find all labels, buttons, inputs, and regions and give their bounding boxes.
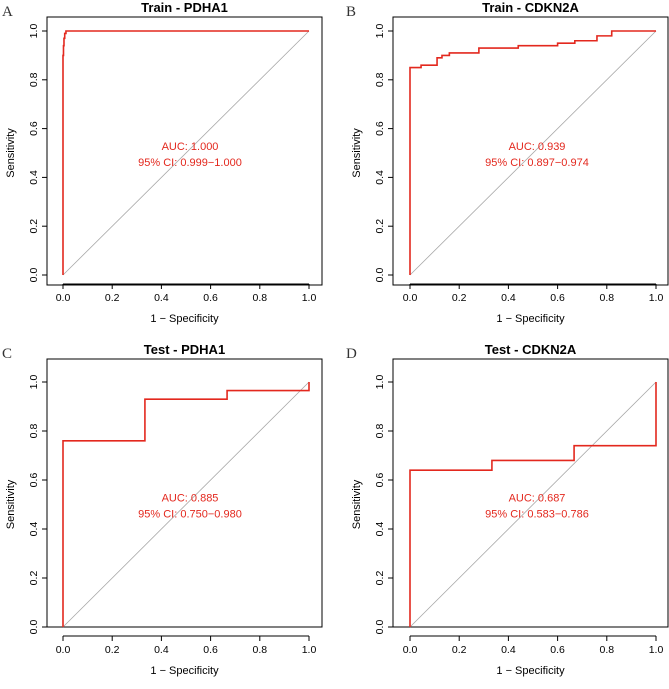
x-axis-label: 1 − Specificity xyxy=(496,313,565,325)
y-tick-label: 0.0 xyxy=(374,268,386,283)
roc-panel-b: B Train - CDKN2A 0.0 0.2 0.4 0.6 0.8 1.0 1 − Spe… xyxy=(346,0,669,325)
chart-title: Test - PDHA1 xyxy=(144,342,225,357)
auc-annotation: AUC: 0.885 xyxy=(162,493,219,505)
diagonal-reference-line xyxy=(62,381,310,628)
roc-panel-d: D Test - CDKN2A 0.0 0.2 0.4 0.6 0.8 1.0 1 − Spec… xyxy=(346,342,669,677)
diagonal-reference-line xyxy=(409,30,657,276)
y-tick-label: 0.4 xyxy=(374,170,386,185)
y-tick-label: 0.6 xyxy=(374,121,386,136)
ci-annotation: 95% CI: 0.999−1.000 xyxy=(138,157,242,169)
roc-curve xyxy=(409,382,657,627)
auc-annotation: AUC: 0.687 xyxy=(509,493,566,505)
x-tick-label: 0.0 xyxy=(56,292,71,304)
panel-letter: C xyxy=(2,346,12,362)
x-tick-label: 0.0 xyxy=(403,292,418,304)
x-tick-label: 0.4 xyxy=(154,644,169,656)
y-tick-label: 0.6 xyxy=(374,473,386,488)
chart-title: Train - PDHA1 xyxy=(141,0,228,15)
y-tick-label: 0.2 xyxy=(374,219,386,234)
y-tick-label: 0.2 xyxy=(28,219,40,234)
y-tick-label: 0.2 xyxy=(28,571,40,586)
x-axis-label: 1 − Specificity xyxy=(150,665,219,677)
panel-letter: A xyxy=(2,4,13,20)
ci-annotation: 95% CI: 0.583−0.786 xyxy=(485,509,589,521)
x-tick-label: 0.8 xyxy=(252,644,267,656)
y-tick-label: 0.8 xyxy=(28,424,40,439)
y-tick-label: 0.0 xyxy=(374,620,386,635)
x-tick-label: 1.0 xyxy=(649,644,664,656)
x-tick-label: 0.6 xyxy=(203,292,218,304)
x-tick-label: 0.4 xyxy=(501,644,516,656)
ci-annotation: 95% CI: 0.750−0.980 xyxy=(138,509,242,521)
chart-title: Test - CDKN2A xyxy=(485,342,577,357)
x-tick-label: 0.2 xyxy=(105,644,120,656)
roc-panel-c: C Test - PDHA1 0.0 0.2 0.4 0.6 0.8 1.0 1 − Speci… xyxy=(2,342,323,677)
auc-annotation: AUC: 0.939 xyxy=(509,141,566,153)
ci-annotation: 95% CI: 0.897−0.974 xyxy=(485,157,589,169)
roc-curve xyxy=(62,30,309,275)
y-tick-label: 0.4 xyxy=(28,522,40,537)
x-axis-label: 1 − Specificity xyxy=(150,313,219,325)
y-axis-label: Sensitivity xyxy=(5,128,17,178)
x-tick-label: 0.2 xyxy=(452,292,467,304)
y-tick-label: 0.8 xyxy=(374,72,386,87)
y-tick-label: 0.8 xyxy=(28,72,40,87)
y-tick-label: 0.0 xyxy=(28,268,40,283)
x-tick-label: 0.2 xyxy=(452,644,467,656)
y-tick-label: 1.0 xyxy=(374,375,386,390)
x-tick-label: 1.0 xyxy=(649,292,664,304)
y-tick-label: 1.0 xyxy=(374,24,386,39)
y-tick-label: 1.0 xyxy=(28,375,40,390)
y-tick-label: 0.4 xyxy=(28,170,40,185)
x-tick-label: 1.0 xyxy=(302,292,317,304)
x-tick-label: 0.2 xyxy=(105,292,120,304)
panel-letter: B xyxy=(346,4,356,20)
x-tick-label: 0.4 xyxy=(154,292,169,304)
x-tick-label: 1.0 xyxy=(302,644,317,656)
y-tick-label: 0.6 xyxy=(28,121,40,136)
diagonal-reference-line xyxy=(62,30,310,276)
y-tick-label: 0.8 xyxy=(374,424,386,439)
y-tick-label: 0.4 xyxy=(374,522,386,537)
y-tick-label: 0.2 xyxy=(374,571,386,586)
roc-curve xyxy=(62,382,310,627)
chart-title: Train - CDKN2A xyxy=(482,0,579,15)
y-tick-label: 1.0 xyxy=(28,24,40,39)
panel-letter: D xyxy=(346,346,357,362)
auc-annotation: AUC: 1.000 xyxy=(162,141,219,153)
x-tick-label: 0.0 xyxy=(403,644,418,656)
x-tick-label: 0.8 xyxy=(599,644,614,656)
x-tick-label: 0.0 xyxy=(56,644,71,656)
x-tick-label: 0.8 xyxy=(599,292,614,304)
y-axis-label: Sensitivity xyxy=(351,479,363,529)
y-axis-label: Sensitivity xyxy=(5,479,17,529)
x-tick-label: 0.6 xyxy=(550,644,565,656)
roc-panel-a: A Train - PDHA1 0.0 0.2 0.4 0.6 0.8 1.0 1 − Spec… xyxy=(2,0,323,325)
x-tick-label: 0.8 xyxy=(252,292,267,304)
roc-curve xyxy=(409,30,656,275)
y-tick-label: 0.6 xyxy=(28,473,40,488)
x-axis-label: 1 − Specificity xyxy=(496,665,565,677)
x-tick-label: 0.6 xyxy=(203,644,218,656)
diagonal-reference-line xyxy=(409,381,657,628)
x-tick-label: 0.4 xyxy=(501,292,516,304)
y-tick-label: 0.0 xyxy=(28,620,40,635)
x-tick-label: 0.6 xyxy=(550,292,565,304)
y-axis-label: Sensitivity xyxy=(351,128,363,178)
